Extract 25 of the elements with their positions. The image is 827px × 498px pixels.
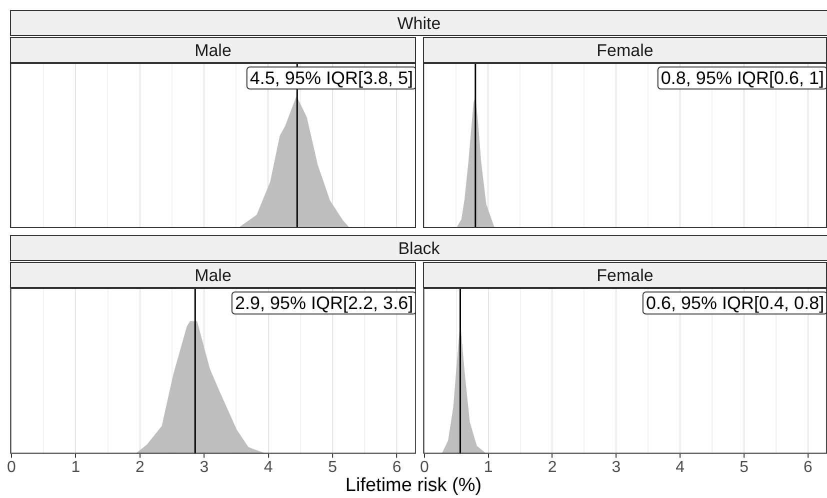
- chart-subtitle: Male: [10, 37, 416, 63]
- x-tick-label: 4: [264, 458, 273, 476]
- x-axis-title: Lifetime risk (%): [344, 475, 483, 497]
- chart-title: Black: [10, 235, 827, 261]
- x-tick-label: 5: [739, 458, 748, 476]
- x-tick-label: 6: [392, 458, 402, 476]
- x-tick-label: 6: [803, 458, 812, 476]
- ref-line-label: 0.6, 95% IQR[0.4, 0.8]: [646, 292, 824, 313]
- x-tick-label: 1: [71, 458, 80, 476]
- x-tick-label: 0: [420, 458, 429, 476]
- chart-subtitle: Male: [10, 262, 416, 288]
- x-tick-label: 5: [328, 458, 338, 476]
- x-tick-label: 2: [548, 458, 557, 476]
- x-tick-label: 3: [200, 458, 209, 476]
- chart-subtitle: Female: [423, 262, 827, 288]
- chart-title: White: [10, 10, 827, 36]
- x-tick-label: 1: [484, 458, 493, 476]
- x-tick-label: 2: [135, 458, 144, 476]
- chart-subtitle: Female: [423, 37, 827, 63]
- ref-line-label: 2.9, 95% IQR[2.2, 3.6]: [234, 292, 413, 313]
- ref-line-label: 0.8, 95% IQR[0.6, 1]: [660, 68, 824, 88]
- ref-line-label: 4.5, 95% IQR[3.8, 5]: [250, 68, 414, 88]
- x-tick-label: 0: [6, 458, 16, 476]
- x-tick-label: 4: [676, 458, 685, 476]
- x-tick-label: 3: [612, 458, 621, 476]
